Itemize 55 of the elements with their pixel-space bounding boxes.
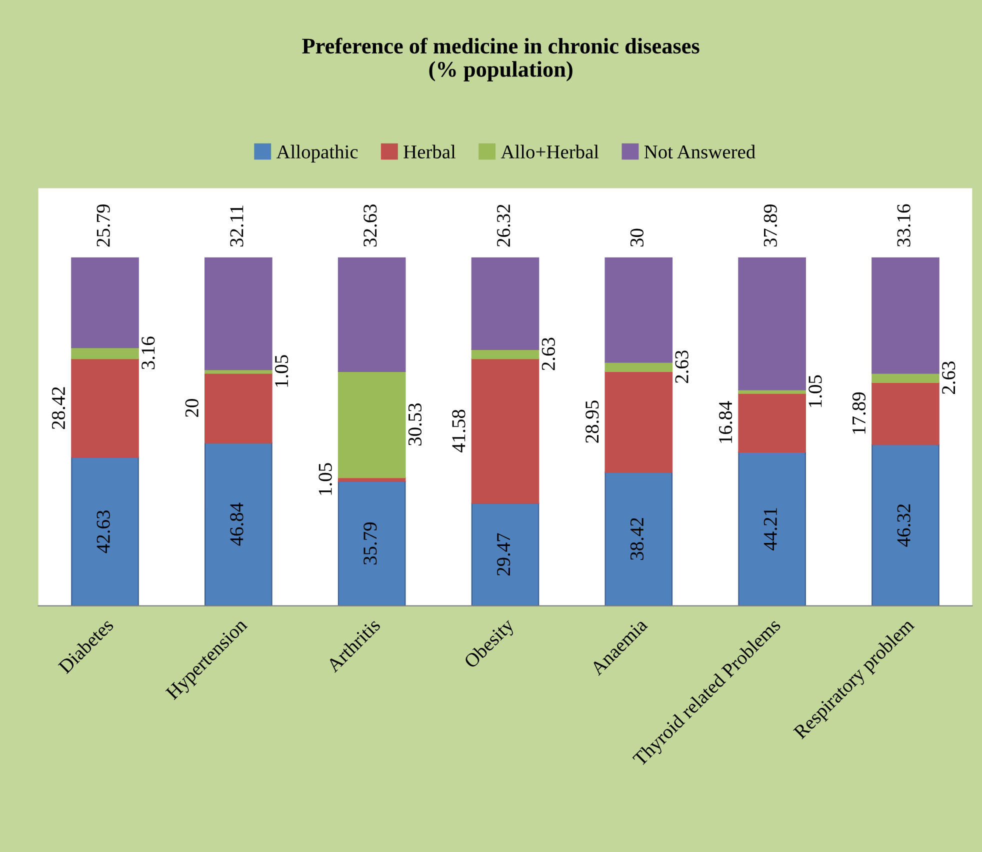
data-label: 44.21 xyxy=(764,508,778,550)
bar xyxy=(204,257,272,370)
bar xyxy=(71,257,139,348)
chart-title: Preference of medicine in chronic diseases (% population) xyxy=(302,38,700,82)
data-label: 3.16 xyxy=(142,336,155,370)
data-label: 29.47 xyxy=(497,533,510,576)
data-label: 37.89 xyxy=(764,204,778,247)
data-label: 28.95 xyxy=(586,400,599,443)
data-label: 32.63 xyxy=(364,204,377,247)
data-label: 46.84 xyxy=(230,502,244,546)
data-label: 17.89 xyxy=(852,392,866,434)
bar xyxy=(872,257,940,374)
data-label: 46.32 xyxy=(897,504,910,547)
bar xyxy=(471,502,540,606)
data-label: 2.63 xyxy=(675,350,688,383)
data-label: 30.53 xyxy=(408,403,422,446)
bar xyxy=(471,257,540,350)
legend-label: Allopathic xyxy=(276,144,358,162)
bar xyxy=(471,358,540,504)
data-label: 41.58 xyxy=(452,410,466,452)
legend-label: Allo+Herbal xyxy=(500,144,599,158)
data-label: 1.05 xyxy=(808,375,822,407)
bar xyxy=(738,451,806,606)
bar xyxy=(872,382,940,446)
legend-label: Herbal xyxy=(404,144,456,158)
bar xyxy=(71,456,139,606)
bar xyxy=(338,370,406,478)
bar xyxy=(604,370,673,473)
data-label: 28.42 xyxy=(52,387,66,430)
bar xyxy=(71,347,139,360)
bar xyxy=(738,392,806,453)
bar xyxy=(604,257,673,363)
data-label: 32.11 xyxy=(230,206,244,247)
data-label: 33.16 xyxy=(897,204,910,247)
data-label: 25.79 xyxy=(96,204,110,247)
data-label: 2.63 xyxy=(542,338,556,370)
bar xyxy=(71,358,139,458)
data-label: 42.63 xyxy=(96,510,110,554)
data-label: 1.05 xyxy=(318,463,332,495)
data-label: 35.79 xyxy=(364,522,377,564)
bar xyxy=(204,442,272,606)
bar xyxy=(338,257,406,372)
bar xyxy=(204,372,272,444)
bar xyxy=(604,472,673,606)
bar xyxy=(872,444,940,606)
data-label: 26.32 xyxy=(497,204,510,247)
bar xyxy=(338,480,406,606)
data-label: 38.42 xyxy=(630,518,644,560)
data-label: 20 xyxy=(185,399,198,417)
data-label: 1.05 xyxy=(275,355,288,387)
data-label: 2.63 xyxy=(942,362,956,394)
legend-label: Not Answered xyxy=(644,144,756,158)
data-label: 30 xyxy=(630,228,644,247)
bar xyxy=(738,257,806,390)
data-label: 16.84 xyxy=(718,401,732,443)
